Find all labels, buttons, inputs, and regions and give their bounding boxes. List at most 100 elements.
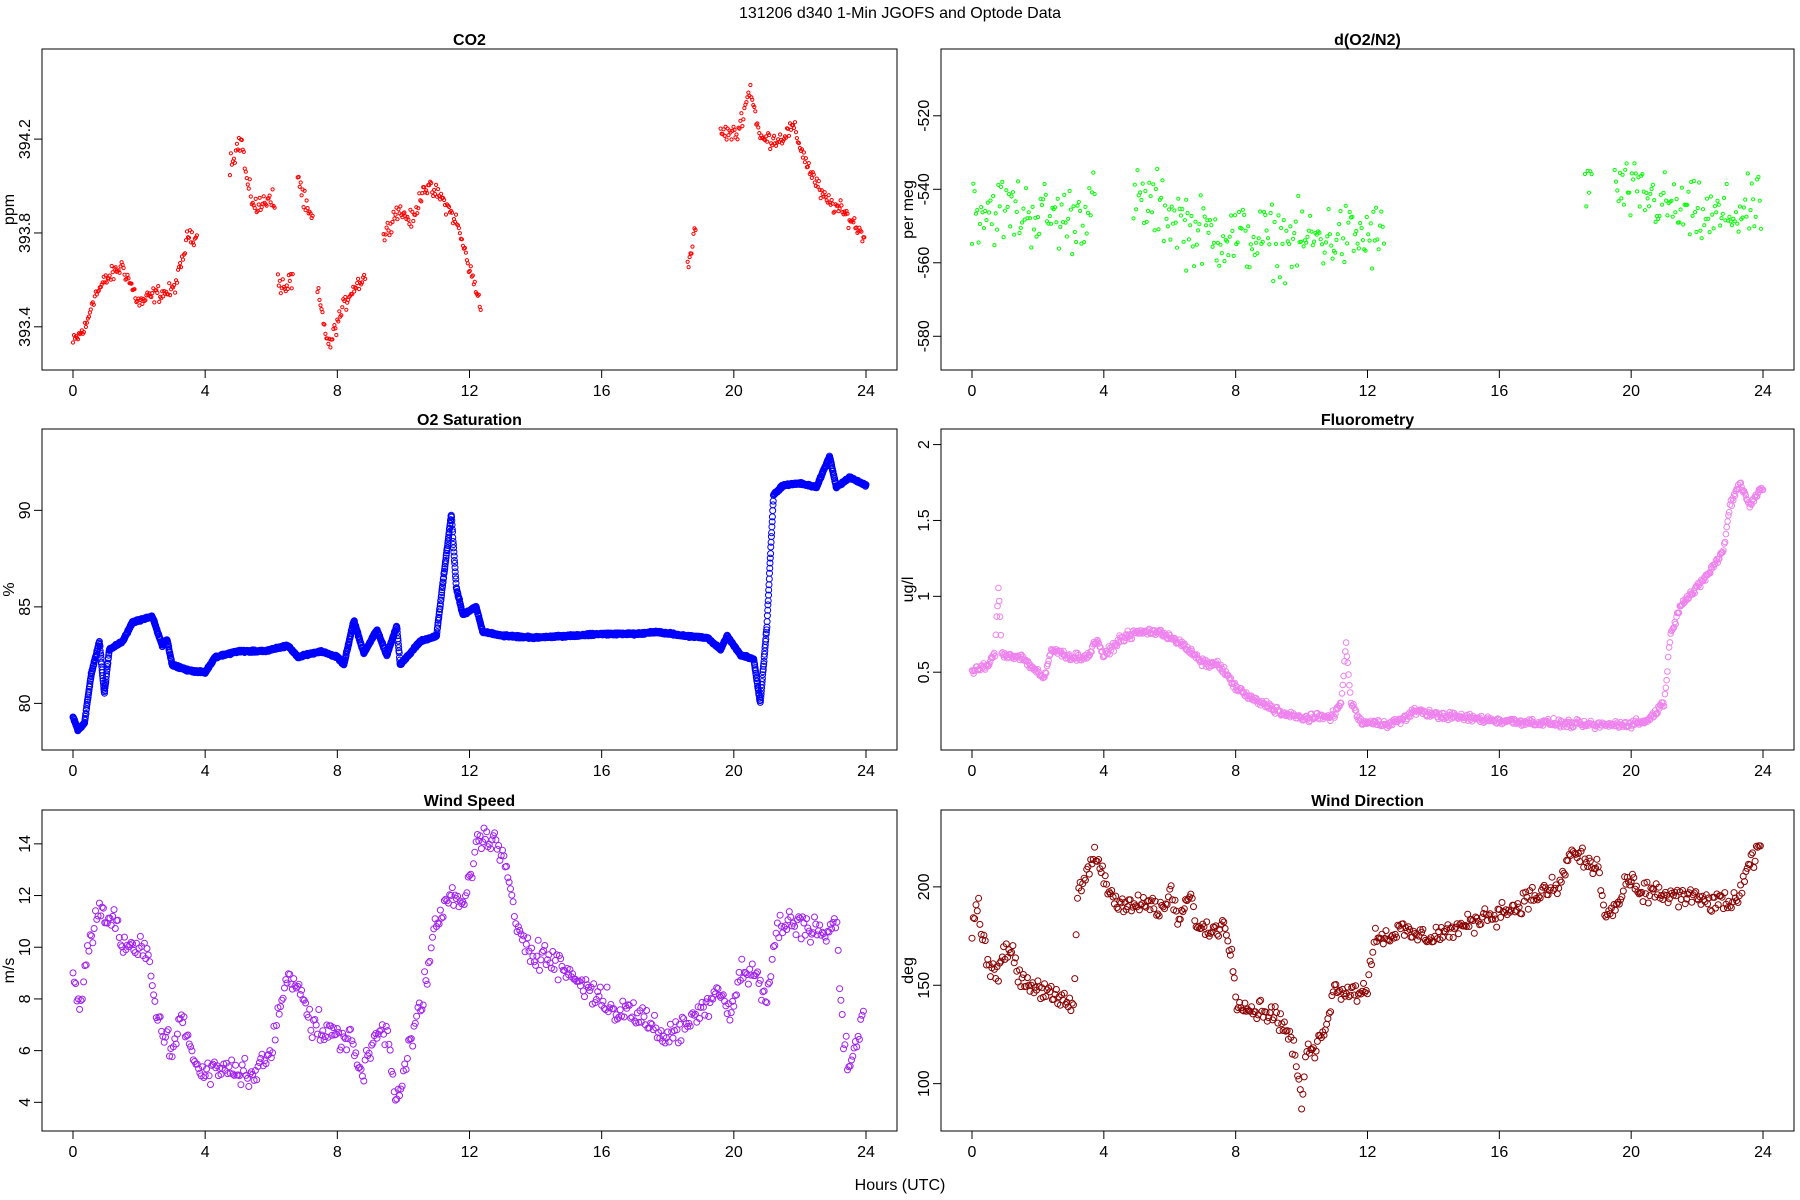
data-point	[1192, 264, 1197, 269]
data-point	[1272, 219, 1277, 225]
data-point	[96, 642, 104, 650]
x-tick-label: 8	[333, 763, 342, 780]
data-point	[1155, 166, 1160, 172]
data-point	[975, 208, 980, 213]
data-point	[1744, 214, 1749, 219]
data-point	[971, 181, 976, 186]
data-point	[125, 272, 130, 277]
data-point	[839, 203, 844, 208]
data-point	[768, 146, 773, 152]
data-point	[75, 337, 81, 342]
data-point	[1719, 216, 1724, 221]
data-point	[245, 182, 250, 187]
data-point	[846, 225, 851, 231]
data-point	[101, 689, 108, 697]
data-point	[356, 276, 361, 281]
data-point	[1644, 190, 1649, 195]
data-point	[178, 265, 184, 270]
data-point	[1075, 203, 1080, 208]
data-point	[398, 204, 403, 209]
y-tick-label: -540	[916, 173, 933, 205]
data-point	[799, 147, 805, 152]
data-point	[1699, 236, 1704, 241]
data-point	[1010, 190, 1016, 195]
data-point	[809, 175, 814, 180]
data-point	[233, 148, 238, 153]
data-point	[336, 319, 341, 324]
data-point	[1231, 253, 1236, 258]
data-point	[1290, 236, 1296, 241]
data-point	[107, 273, 112, 278]
data-point	[1280, 241, 1285, 246]
data-point	[1251, 234, 1256, 240]
data-point	[177, 264, 182, 269]
data-point	[1368, 221, 1373, 226]
data-point	[1708, 194, 1714, 199]
data-point	[1026, 210, 1031, 215]
data-point	[395, 217, 400, 222]
data-point	[70, 340, 76, 345]
x-tick-label: 20	[725, 383, 743, 400]
data-point	[104, 659, 112, 667]
data-point	[435, 194, 440, 199]
data-point	[1375, 237, 1380, 242]
x-tick-label: 0	[968, 763, 977, 780]
data-point	[1152, 228, 1157, 233]
data-point	[1722, 195, 1727, 200]
data-point	[1740, 215, 1745, 220]
data-point	[1018, 225, 1023, 230]
data-point	[299, 193, 304, 198]
data-point	[1346, 220, 1351, 225]
data-point	[99, 282, 104, 287]
data-point	[96, 647, 104, 655]
data-point	[1060, 220, 1066, 225]
x-tick-label: 20	[1622, 383, 1640, 400]
data-point	[155, 290, 160, 295]
data-point	[180, 257, 186, 262]
data-point	[1260, 239, 1265, 244]
data-point	[1640, 172, 1645, 177]
data-points	[70, 82, 867, 350]
x-tick-label: 24	[857, 1144, 875, 1161]
data-point	[1370, 266, 1375, 271]
data-point	[1632, 161, 1637, 166]
data-point	[1350, 214, 1355, 219]
data-point	[256, 202, 261, 207]
data-point	[432, 187, 437, 192]
data-point	[1041, 197, 1046, 202]
data-point	[363, 276, 368, 281]
data-point	[1173, 220, 1178, 225]
data-point	[389, 230, 394, 235]
y-axis-label: per meg	[900, 180, 917, 239]
data-point	[1586, 190, 1592, 195]
data-point	[1184, 197, 1189, 202]
x-tick-label: 8	[333, 383, 342, 400]
data-point	[1646, 204, 1652, 209]
data-point	[1039, 202, 1045, 208]
data-point	[1159, 195, 1164, 200]
data-point	[689, 251, 694, 256]
data-point	[1741, 205, 1747, 210]
data-point	[360, 280, 365, 285]
data-point	[1376, 247, 1381, 252]
data-point	[1631, 177, 1636, 182]
data-point	[1716, 202, 1721, 207]
data-point	[1163, 203, 1168, 208]
data-point	[1043, 192, 1048, 197]
data-point	[1673, 210, 1678, 215]
data-point	[1167, 207, 1172, 212]
x-tick-label: 8	[333, 1144, 342, 1161]
data-point	[1728, 219, 1733, 224]
data-point	[99, 672, 107, 680]
data-point	[1712, 204, 1718, 209]
data-point	[1289, 264, 1294, 269]
data-point	[1707, 230, 1712, 235]
data-point	[1637, 204, 1642, 209]
data-point	[340, 305, 345, 310]
data-point	[350, 292, 355, 297]
data-point	[402, 210, 407, 215]
data-point	[248, 194, 253, 199]
data-point	[984, 218, 989, 223]
data-point	[284, 283, 289, 288]
